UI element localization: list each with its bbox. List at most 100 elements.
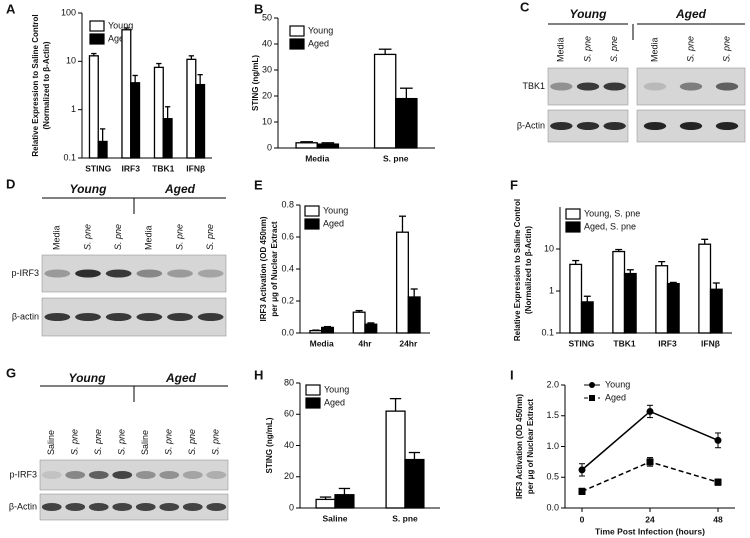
panel-letter: A bbox=[6, 1, 16, 16]
blot-band bbox=[105, 313, 132, 321]
x-tick-label: 48 bbox=[713, 514, 723, 524]
y-tick-label: 20 bbox=[284, 471, 294, 481]
x-tick-label: STING bbox=[569, 338, 595, 348]
bar bbox=[315, 498, 336, 509]
blot-band bbox=[112, 503, 133, 511]
blot-band bbox=[576, 122, 600, 130]
legend-swatch bbox=[304, 218, 320, 230]
bar bbox=[130, 82, 141, 159]
legend-swatch bbox=[289, 25, 305, 37]
bar bbox=[385, 410, 406, 509]
y-axis-label: STING (ng/mL) bbox=[265, 417, 274, 473]
row-label: p-IRF3 bbox=[11, 268, 39, 278]
bar bbox=[395, 231, 409, 334]
y-tick-label: 30 bbox=[262, 64, 272, 74]
lane-label: Media bbox=[144, 225, 154, 250]
group-label: Aged bbox=[165, 371, 197, 385]
y-tick-label: 2.0 bbox=[546, 379, 559, 389]
x-tick-label: STING bbox=[85, 163, 111, 173]
x-tick-label: Saline bbox=[322, 513, 347, 523]
blot-band bbox=[41, 471, 62, 479]
marker bbox=[578, 466, 586, 474]
y-tick-label: 40 bbox=[284, 440, 294, 450]
lane-label: Saline bbox=[46, 430, 56, 455]
x-tick-label: 4hr bbox=[358, 338, 372, 348]
legend-label: Aged bbox=[323, 218, 344, 228]
bar bbox=[352, 311, 366, 334]
blot-band bbox=[136, 269, 163, 278]
bar bbox=[334, 494, 355, 509]
x-axis-label: Time Post Infection (hours) bbox=[595, 526, 705, 536]
bar bbox=[316, 143, 340, 149]
blot-band bbox=[44, 313, 71, 321]
y-axis-label: Relative Expression to Saline Control bbox=[31, 14, 40, 156]
marker bbox=[578, 487, 586, 495]
blot-band bbox=[182, 503, 203, 511]
blot-background bbox=[39, 459, 229, 491]
bar bbox=[373, 53, 397, 149]
panel-letter: H bbox=[254, 367, 263, 382]
marker bbox=[646, 458, 654, 466]
marker bbox=[714, 478, 722, 486]
x-tick-label: IFNβ bbox=[701, 338, 720, 348]
bar bbox=[153, 66, 164, 159]
panel-letter: C bbox=[520, 0, 530, 14]
legend-swatch bbox=[289, 38, 305, 50]
lane-label: S. pne bbox=[205, 224, 215, 250]
panel-letter: D bbox=[6, 176, 15, 191]
bar bbox=[195, 83, 206, 159]
y-axis-label: (Normalized to β-Actin) bbox=[524, 226, 533, 314]
blot-band bbox=[182, 471, 203, 479]
blot-band bbox=[550, 82, 573, 91]
blot-band bbox=[197, 313, 224, 321]
legend-label: Young, S. pne bbox=[584, 208, 640, 218]
group-label: Young bbox=[69, 371, 107, 385]
y-axis-label: IRF3 Activation (OD 450nm) bbox=[515, 394, 524, 499]
lane-label: Media bbox=[52, 225, 62, 250]
blot-band bbox=[550, 122, 573, 130]
y-tick-label: 0.6 bbox=[281, 231, 294, 241]
panel-letter: B bbox=[254, 1, 263, 16]
lane-label: S. pne bbox=[609, 36, 619, 62]
y-tick-label: 1.5 bbox=[546, 410, 559, 420]
y-tick-label: 50 bbox=[262, 12, 272, 22]
lane-label: S. pne bbox=[82, 224, 92, 250]
legend-swatch bbox=[89, 20, 105, 32]
blot-band bbox=[206, 471, 227, 479]
y-tick-label: 0 bbox=[267, 142, 272, 152]
legend-swatch bbox=[565, 208, 581, 220]
x-tick-label: IRF3 bbox=[658, 338, 677, 348]
y-tick-label: 0.1 bbox=[541, 327, 554, 337]
blot-band bbox=[75, 269, 101, 278]
row-label: TBK1 bbox=[522, 81, 545, 91]
blot-background bbox=[41, 254, 227, 293]
legend-label: Young bbox=[324, 384, 349, 394]
legend-marker bbox=[589, 395, 595, 401]
lane-label: S. pne bbox=[113, 224, 123, 250]
row-label: p-IRF3 bbox=[9, 469, 37, 479]
blot-band bbox=[167, 313, 193, 321]
row-label: β-actin bbox=[12, 311, 39, 321]
legend-label: Aged bbox=[324, 397, 345, 407]
x-tick-label: 24 bbox=[645, 514, 655, 524]
y-tick-label: 0.8 bbox=[281, 199, 294, 209]
blot-band bbox=[197, 269, 224, 278]
legend-swatch bbox=[304, 205, 320, 217]
y-tick-label: 10 bbox=[66, 56, 76, 66]
blot-band bbox=[65, 503, 86, 511]
legend-label: Aged, S. pne bbox=[584, 221, 636, 231]
x-tick-label: IRF3 bbox=[122, 163, 141, 173]
blot-band bbox=[136, 313, 163, 321]
y-tick-label: 1 bbox=[71, 104, 76, 114]
panel-letter: F bbox=[510, 177, 518, 192]
lane-label: Saline bbox=[140, 430, 150, 455]
y-axis-label: per μg of Nuclear Extract bbox=[270, 221, 279, 316]
lane-label: S. pne bbox=[721, 36, 731, 62]
y-tick-label: 1.0 bbox=[546, 441, 559, 451]
blot-band bbox=[75, 313, 101, 321]
bar bbox=[295, 142, 318, 149]
bar bbox=[186, 58, 197, 159]
x-tick-label: 24hr bbox=[399, 338, 418, 348]
bar bbox=[395, 97, 418, 149]
legend-label: Young bbox=[308, 25, 333, 35]
